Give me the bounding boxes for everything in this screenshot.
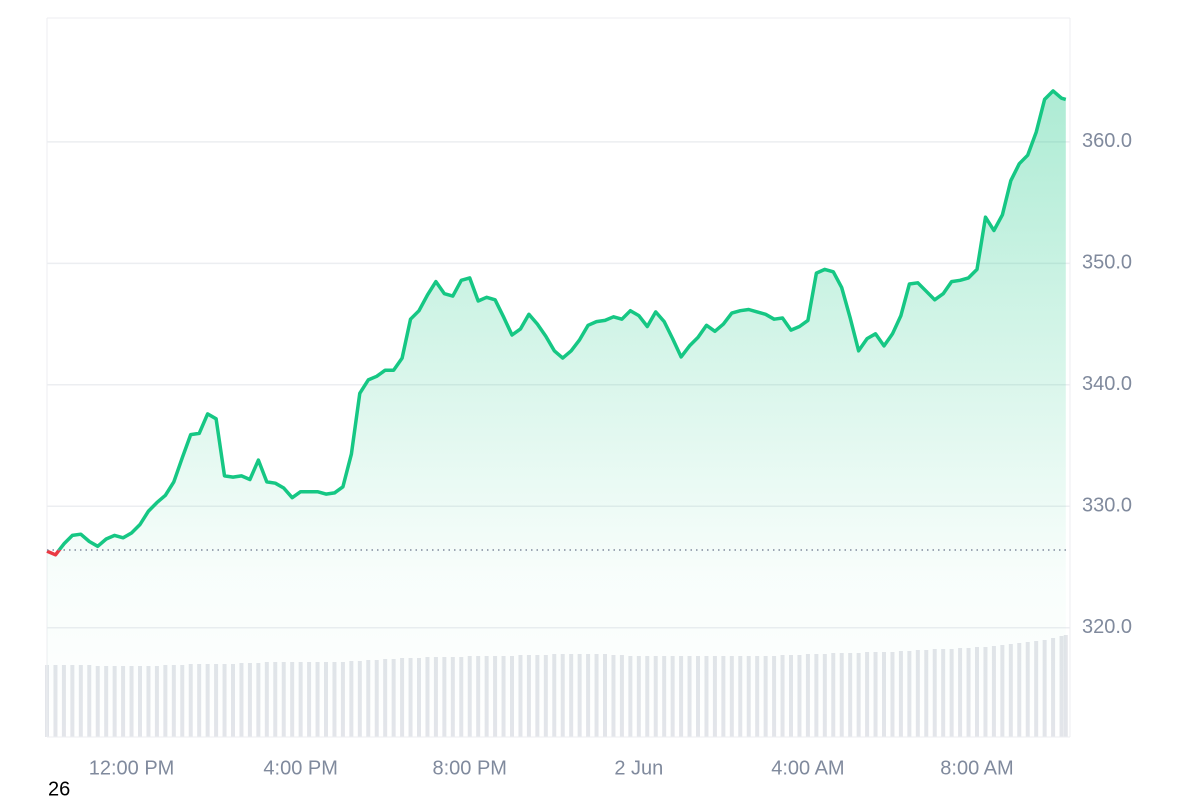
x-tick-label: 8:00 PM xyxy=(432,757,506,779)
y-tick-label: 360.0 xyxy=(1082,130,1132,152)
label-layer: 320.0 330.0 340.0 350.0 360.0 12:00 PM 4:00 PM… xyxy=(48,130,1132,800)
annotation: 26 xyxy=(48,778,70,800)
line-layer xyxy=(46,89,1070,737)
y-tick-label: 340.0 xyxy=(1082,373,1132,395)
x-tick-label: 8:00 AM xyxy=(940,757,1013,779)
y-tick-label: 320.0 xyxy=(1082,616,1132,638)
x-tick-label: 4:00 PM xyxy=(263,757,337,779)
area-fill xyxy=(47,90,1066,737)
x-tick-label: 12:00 PM xyxy=(89,757,175,779)
y-tick-label: 350.0 xyxy=(1082,252,1132,274)
y-tick-label: 330.0 xyxy=(1082,495,1132,517)
x-tick-label: 2 Jun xyxy=(614,757,663,779)
price-line xyxy=(47,89,1067,550)
x-tick-label: 4:00 AM xyxy=(771,757,844,779)
